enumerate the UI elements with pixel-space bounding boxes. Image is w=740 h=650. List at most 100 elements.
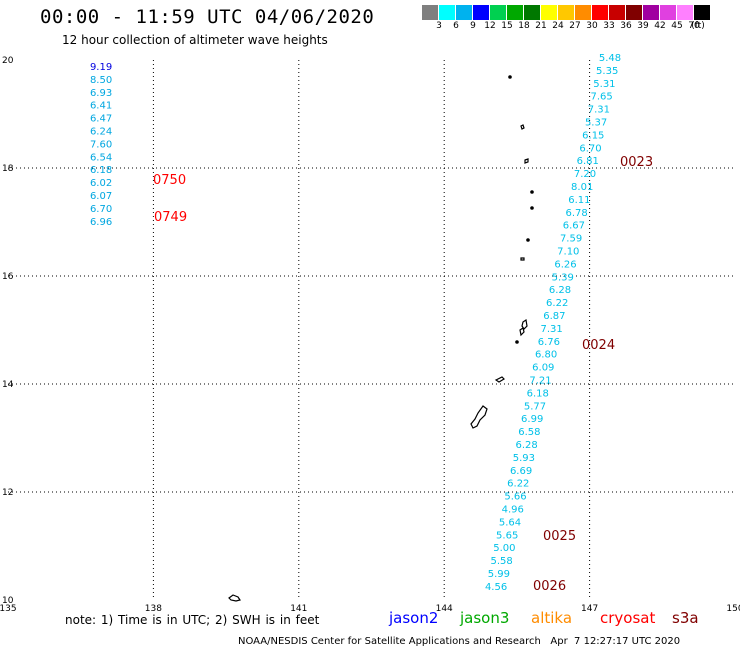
wave-height-value: 6.81 [577, 156, 599, 167]
color-scale-label: 24 [552, 21, 564, 31]
wave-height-value: 6.67 [563, 221, 585, 232]
color-scale-label: 15 [501, 21, 513, 31]
latitude-tick-label: 10 [2, 596, 14, 606]
altimeter-tracks: 9.19 8.50 6.93 6.41 6.47 6.247.60 6.54 6.18 6.02… [90, 53, 621, 593]
pass-time-labels: 0750 0749 0023 0024 0025 0026 [153, 155, 653, 594]
color-swatch [626, 5, 643, 20]
wave-height-value: 6.02 [90, 178, 112, 189]
legend-jason3: jason3 [460, 609, 510, 627]
latitude-tick-label: 20 [2, 56, 14, 66]
island-agrihan [524, 158, 529, 164]
latitude-tick-label: 14 [2, 380, 14, 390]
color-scale-label: 18 [518, 21, 530, 31]
color-scale-label: 33 [603, 21, 615, 31]
pass-time-label: 0024 [582, 338, 615, 353]
island-pagan [520, 124, 525, 130]
legend-jason2: jason2 [389, 609, 439, 627]
pass-time-label: 0025 [543, 529, 576, 544]
wave-height-value: 6.18 [527, 388, 549, 399]
wave-height-value: 7.20 [574, 169, 596, 180]
wave-height-value: 6.70 [579, 143, 601, 154]
wave-height-value: 5.66 [504, 492, 526, 503]
wave-height-value: 7.10 [557, 247, 579, 258]
latitude-tick-label: 12 [2, 488, 13, 498]
color-swatch [507, 5, 524, 20]
wave-height-value: 5.35 [596, 66, 618, 77]
wave-height-value: 7.21 [529, 376, 551, 387]
color-scale-label: 27 [569, 21, 581, 31]
wave-height-value: 6.24 [90, 127, 112, 138]
wave-height-value: 5.58 [490, 556, 512, 567]
wave-height-value: 6.76 [538, 337, 560, 348]
wave-height-value: 6.54 [90, 152, 112, 163]
island-saipan [521, 318, 528, 330]
color-scale-label: 39 [637, 21, 649, 31]
color-scale-label: (ft) [691, 21, 705, 31]
latitude-tick-label: 16 [2, 272, 14, 282]
islands [228, 75, 534, 602]
color-scale-label: 21 [535, 21, 547, 31]
color-scale-label: 30 [586, 21, 598, 31]
wave-height-value: 5.93 [513, 453, 535, 464]
legend-s3a: s3a [672, 609, 699, 627]
wave-height-value: 7.65 [591, 92, 613, 103]
longitude-tick-label: 147 [581, 604, 598, 614]
longitude-tick-label: 138 [145, 604, 162, 614]
wave-height-value: 6.47 [90, 114, 112, 125]
map-grid [8, 60, 735, 600]
color-swatch [660, 5, 677, 20]
pass-time-label: 0750 [153, 173, 186, 188]
wave-height-value: 6.26 [554, 259, 576, 270]
color-swatch [524, 5, 541, 20]
wave-height-value: 5.64 [499, 517, 521, 528]
wave-height-value: 7.31 [588, 105, 610, 116]
island-small [515, 340, 519, 344]
wave-height-value: 6.15 [582, 130, 604, 141]
island-guam [470, 405, 488, 429]
wave-height-value: 5.65 [496, 530, 518, 541]
wave-height-value: 7.60 [90, 139, 112, 150]
color-scale-labels: 3 6 9 12 15 18 21 24 27 30 33 36 39 42 45 70 (ft) [422, 21, 740, 35]
color-swatch [541, 5, 558, 20]
longitude-tick-label: 150 [726, 604, 740, 614]
wave-height-value: 6.28 [515, 440, 537, 451]
color-scale-bar [422, 5, 711, 20]
wave-height-value: 5.39 [552, 272, 574, 283]
color-swatch [558, 5, 575, 20]
island-tinian [519, 327, 525, 337]
wave-height-value: 6.28 [549, 285, 571, 296]
map-title: 00:00 - 11:59 UTC 04/06/2020 [40, 6, 375, 28]
wave-height-value: 6.07 [90, 191, 112, 202]
wave-height-value: 5.00 [493, 543, 515, 554]
island-guguan [530, 206, 534, 210]
color-scale-label: 70 [688, 21, 700, 31]
color-swatch [422, 5, 439, 20]
color-swatch [456, 5, 473, 20]
color-scale-label: 42 [654, 21, 666, 31]
wave-height-value: 9.19 [90, 62, 112, 73]
longitude-tick-label: 141 [290, 604, 307, 614]
island-alamagan [530, 190, 534, 194]
wave-height-value: 6.09 [532, 363, 554, 374]
color-swatch [643, 5, 660, 20]
latitude-tick-label: 18 [2, 164, 14, 174]
color-scale-label: 36 [620, 21, 632, 31]
color-swatch [609, 5, 626, 20]
island-rota [494, 376, 505, 383]
color-swatch [490, 5, 507, 20]
wave-height-value: 5.31 [593, 79, 615, 90]
island-anatahan [520, 257, 525, 261]
wave-height-value: 8.01 [571, 182, 593, 193]
legend-altika: altika [531, 609, 573, 627]
island-farallon [508, 75, 512, 79]
wave-height-value: 6.18 [90, 165, 112, 176]
color-swatch [592, 5, 609, 20]
color-scale-label: 6 [453, 21, 459, 31]
island-south [228, 594, 241, 602]
color-swatch [694, 5, 711, 20]
longitude-tick-label: 135 [0, 604, 17, 614]
color-swatch [439, 5, 456, 20]
color-swatch [473, 5, 490, 20]
wave-height-value: 6.70 [90, 204, 112, 215]
